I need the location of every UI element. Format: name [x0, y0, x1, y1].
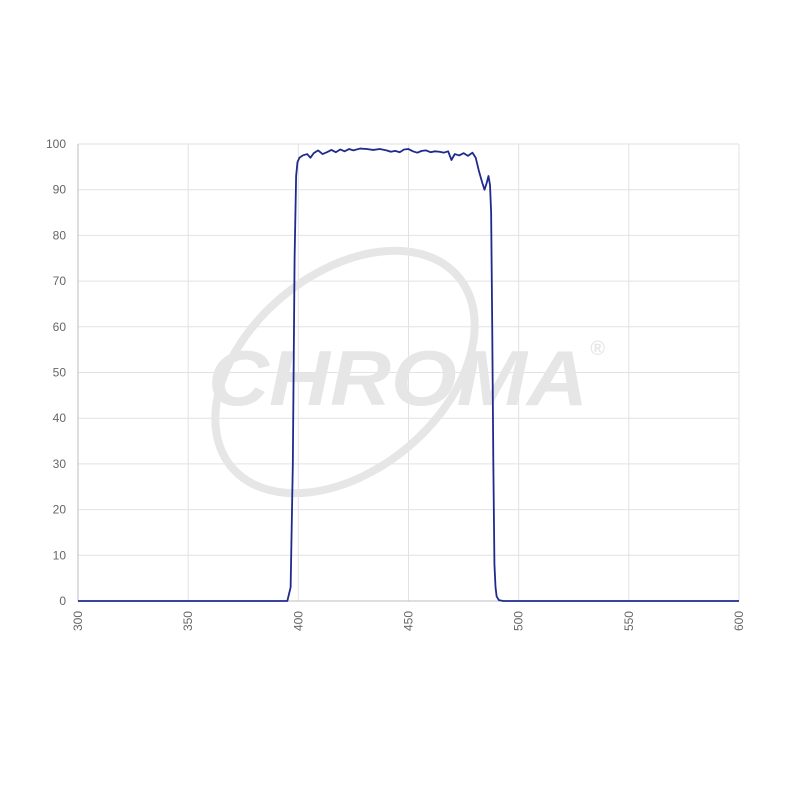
- y-tick-label: 100: [46, 137, 66, 151]
- y-tick-label: 40: [53, 411, 67, 425]
- chroma-watermark: CHROMA ®: [208, 246, 605, 498]
- y-tick-label: 70: [53, 274, 67, 288]
- x-tick-label: 350: [181, 611, 195, 631]
- y-tick-label: 20: [53, 503, 67, 517]
- y-tick-label: 90: [53, 183, 67, 197]
- transmission-series-line: [78, 147, 739, 602]
- y-tick-label: 30: [53, 457, 67, 471]
- series-layer: [78, 147, 739, 602]
- x-tick-label: 600: [732, 611, 746, 631]
- tick-layer: 0 10 20 30 40 50 60 70 80 90 100 300 350 400 450 500 550…: [46, 137, 746, 631]
- x-tick-label: 550: [622, 611, 636, 631]
- y-tick-label: 10: [53, 548, 67, 562]
- watermark-swoosh: [211, 246, 479, 498]
- y-tick-label: 60: [53, 320, 67, 334]
- y-tick-label: 0: [59, 594, 66, 608]
- x-tick-label: 450: [402, 611, 416, 631]
- watermark-registered-mark: ®: [590, 338, 605, 360]
- x-tick-label: 300: [71, 611, 85, 631]
- x-tick-label: 400: [291, 611, 305, 631]
- y-tick-label: 80: [53, 228, 67, 242]
- x-tick-label: 500: [512, 611, 526, 631]
- watermark-text: CHROMA: [208, 334, 588, 422]
- y-tick-label: 50: [53, 366, 67, 380]
